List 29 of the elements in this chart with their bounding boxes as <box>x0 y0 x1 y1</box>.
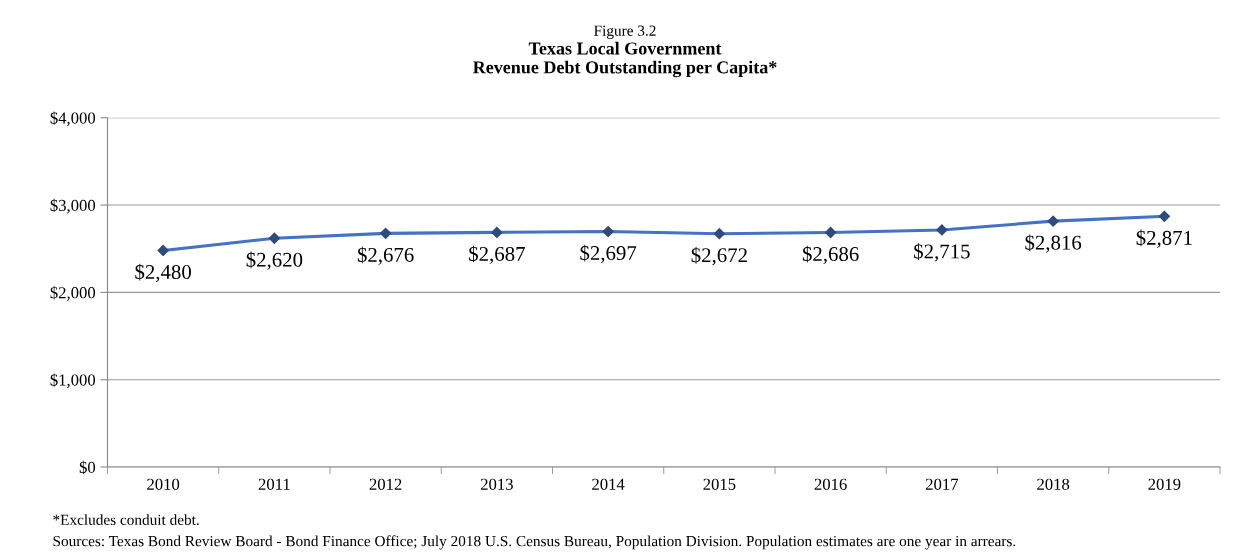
x-tick-label: 2018 <box>1037 478 1070 490</box>
x-tick-label: 2019 <box>1148 478 1181 490</box>
x-tick-label: 2011 <box>258 478 290 490</box>
text: $2,816 <box>1025 234 1082 253</box>
x-tick-label: 2014 <box>592 478 625 490</box>
chart-title: Texas Local Government Revenue Debt Outstanding per Capita* <box>472 41 777 78</box>
y-tick-label: $0 <box>79 460 96 475</box>
y-tick-label: $4,000 <box>50 111 96 127</box>
text: $2,871 <box>1136 229 1192 248</box>
x-tick-label: 2012 <box>369 478 402 490</box>
text: $2,620 <box>246 251 303 270</box>
text: $2,672 <box>691 246 747 266</box>
y-tick-label: $1,000 <box>50 373 96 389</box>
y-tick-label: $2,000 <box>50 286 96 301</box>
source-note: Sources: Texas Bond Review Board - Bond Finance Office; July 2018 U.S. Census Bureau, Population Division. Population estimates are one year in arrears. <box>53 535 1016 550</box>
text: $2,676 <box>357 246 414 265</box>
x-tick-label: 2013 <box>480 478 513 490</box>
x-tick-label: 2010 <box>147 478 180 490</box>
text: $2,480 <box>135 263 191 283</box>
x-tick-label: 2017 <box>925 478 959 490</box>
text: $2,687 <box>469 245 525 264</box>
text: $2,715 <box>914 243 970 262</box>
text: *Excludes conduit debt. <box>53 514 199 526</box>
text: $2,686 <box>802 245 859 265</box>
x-tick-label: 2016 <box>814 478 847 490</box>
chart-subtitle: Figure 3.2 <box>594 25 656 39</box>
y-tick-label: $3,000 <box>50 198 96 214</box>
text: $2,697 <box>580 244 637 264</box>
x-tick-label: 2015 <box>703 478 736 490</box>
